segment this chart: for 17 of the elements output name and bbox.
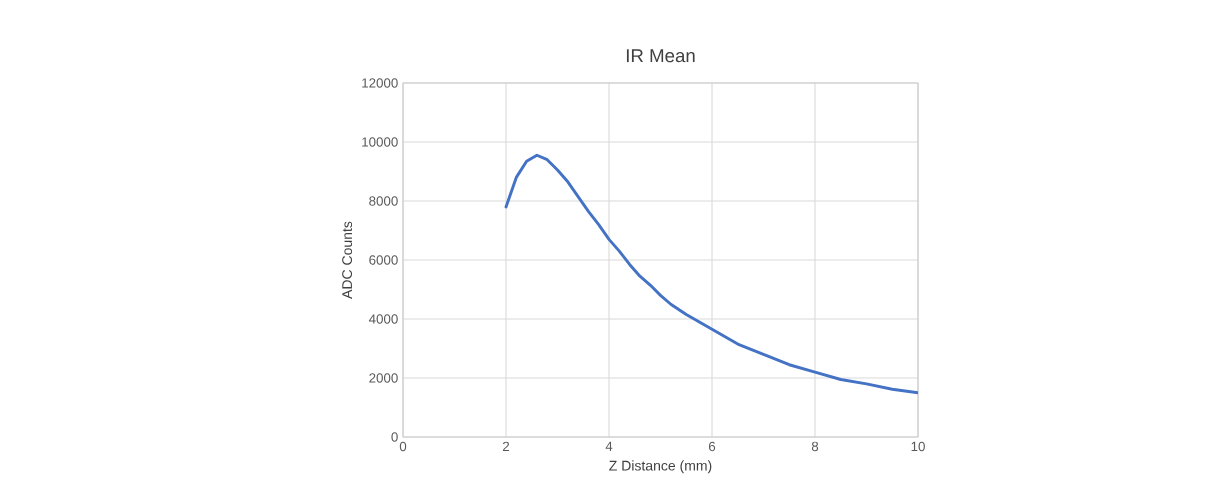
y-tick-label: 0 <box>391 432 398 442</box>
x-tick-label: 8 <box>811 441 819 452</box>
chart-title: IR Mean <box>626 49 695 63</box>
y-tick-label: 2000 <box>369 373 398 383</box>
y-tick-label: 8000 <box>369 196 398 206</box>
y-tick-label: 6000 <box>369 255 398 265</box>
x-tick-label: 2 <box>502 441 510 452</box>
x-tick-label: 0 <box>399 441 407 452</box>
y-tick-label: 10000 <box>362 137 398 147</box>
y-axis-title: ADC Counts <box>342 221 353 299</box>
x-tick-label: 6 <box>708 441 716 452</box>
y-tick-label: 12000 <box>362 78 398 88</box>
y-tick-label: 4000 <box>368 314 398 324</box>
x-axis-title: Z Distance (mm) <box>609 460 712 474</box>
x-tick-label: 4 <box>605 441 613 451</box>
line-series <box>504 153 918 395</box>
x-tick-label: 10 <box>911 441 925 452</box>
